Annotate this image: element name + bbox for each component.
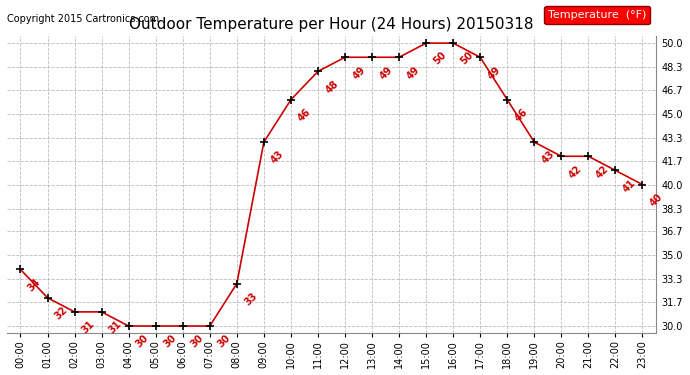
Text: 43: 43 (540, 149, 556, 166)
Text: 49: 49 (486, 64, 502, 81)
Text: 41: 41 (621, 177, 638, 194)
Text: 46: 46 (297, 107, 313, 123)
Text: 30: 30 (134, 333, 151, 350)
Text: 40: 40 (648, 192, 664, 208)
Text: 43: 43 (269, 149, 286, 166)
Text: 50: 50 (432, 50, 448, 67)
Text: 46: 46 (513, 107, 529, 123)
Legend: Temperature  (°F): Temperature (°F) (544, 6, 651, 24)
Text: 30: 30 (215, 333, 232, 350)
Text: 31: 31 (107, 319, 124, 336)
Text: 49: 49 (351, 64, 367, 81)
Text: 30: 30 (188, 333, 205, 350)
Text: 48: 48 (324, 78, 340, 95)
Text: 49: 49 (377, 64, 394, 81)
Title: Outdoor Temperature per Hour (24 Hours) 20150318: Outdoor Temperature per Hour (24 Hours) … (129, 17, 534, 32)
Text: Copyright 2015 Cartronics.com: Copyright 2015 Cartronics.com (7, 14, 159, 24)
Text: 31: 31 (80, 319, 97, 336)
Text: 32: 32 (53, 305, 70, 321)
Text: 49: 49 (404, 64, 422, 81)
Text: 42: 42 (567, 164, 584, 180)
Text: 30: 30 (161, 333, 178, 350)
Text: 33: 33 (242, 291, 259, 308)
Text: 34: 34 (26, 277, 43, 293)
Text: 50: 50 (459, 50, 475, 67)
Text: 42: 42 (594, 164, 611, 180)
